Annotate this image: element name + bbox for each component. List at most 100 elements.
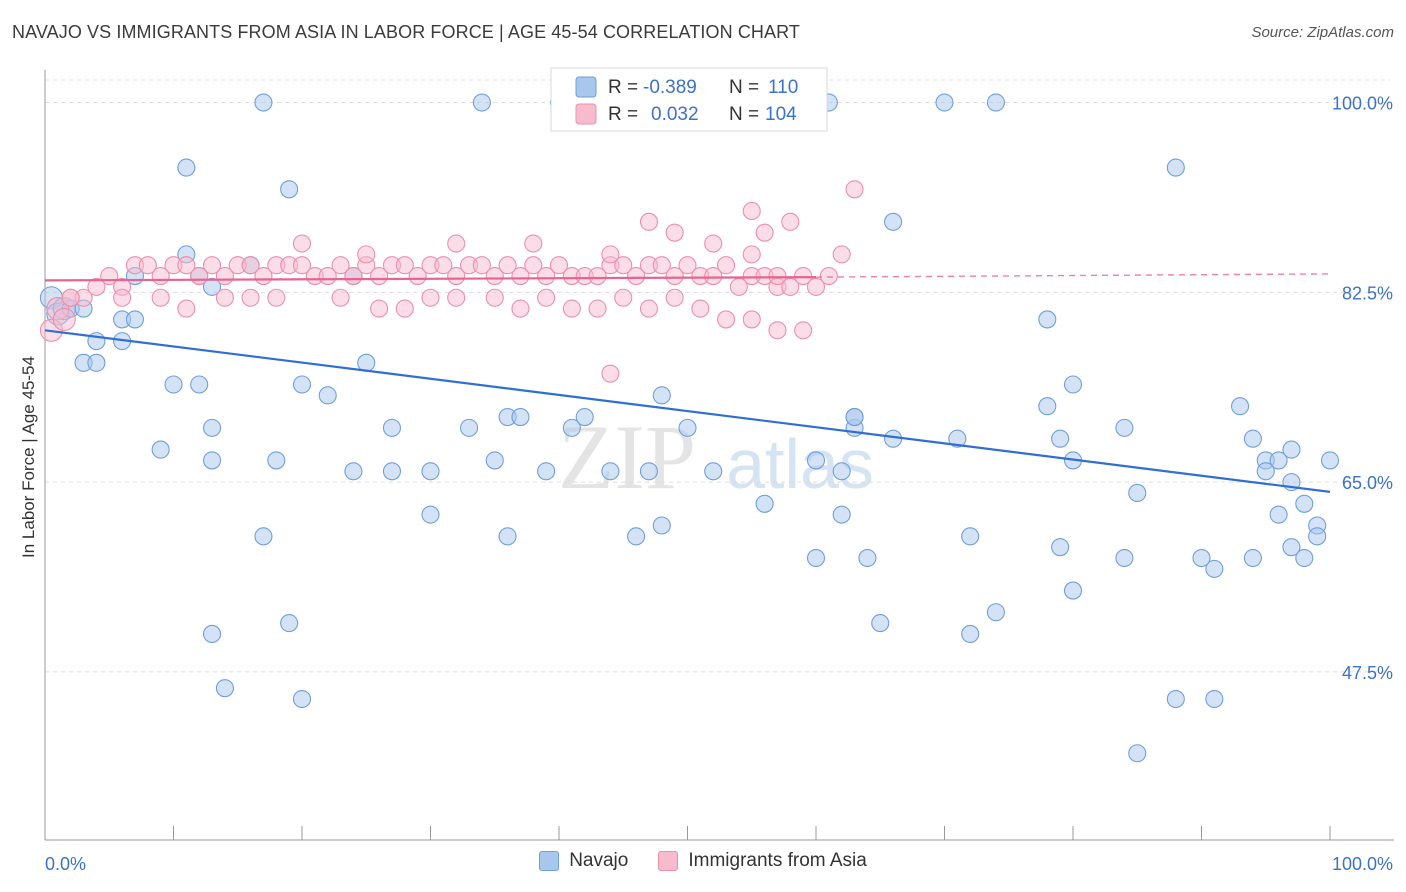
navajo-point <box>267 451 286 470</box>
navajo-point <box>382 462 402 481</box>
grid <box>45 79 1390 673</box>
legend-n-label: N = <box>729 104 759 125</box>
asia-point <box>203 256 222 275</box>
navajo-point <box>382 418 402 437</box>
asia-point <box>177 299 196 318</box>
asia-point <box>665 288 684 307</box>
navajo-point <box>562 418 581 437</box>
asia-point <box>357 245 376 264</box>
asia-trend-line <box>44 276 817 282</box>
navajo-point <box>832 462 851 481</box>
navajo-point <box>1205 689 1224 709</box>
bottom-legend: Navajo Immigrants from Asia <box>0 850 1406 872</box>
navajo-point <box>1115 418 1134 437</box>
navajo-point <box>639 462 659 481</box>
navajo-point <box>537 462 556 481</box>
y-axis-label: In Labor Force | Age 45-54 <box>19 356 38 558</box>
asia-point <box>151 288 170 307</box>
navajo-point <box>292 375 312 394</box>
asia-point <box>138 256 157 275</box>
asia-point <box>742 201 761 221</box>
legend-r-value: -0.389 <box>643 77 697 98</box>
y-tick-label: 82.5% <box>1342 283 1393 303</box>
asia-point <box>614 288 633 307</box>
asia-point <box>832 245 851 264</box>
navajo-point <box>421 505 440 524</box>
legend-swatch-blue <box>575 76 597 98</box>
asia-point <box>588 299 607 318</box>
asia-point <box>447 267 466 286</box>
navajo-point <box>1282 538 1301 557</box>
navajo-point <box>1128 483 1147 503</box>
navajo-point <box>1166 689 1185 709</box>
asia-point <box>716 310 736 329</box>
asia-point <box>627 267 646 286</box>
asia-point <box>601 245 620 264</box>
source-label: Source: ZipAtlas.com <box>1251 24 1394 41</box>
navajo-point <box>832 505 851 524</box>
navajo-point <box>1243 429 1262 448</box>
watermark: ZIP atlas <box>558 406 874 508</box>
navajo-point <box>961 527 980 546</box>
navajo-point <box>845 407 864 427</box>
navajo-point <box>575 407 594 427</box>
navajo-point <box>203 624 222 643</box>
trend-lines <box>44 273 1331 493</box>
navajo-point <box>1051 538 1070 557</box>
legend-item-asia: Immigrants from Asia <box>658 850 867 872</box>
navajo-point <box>1192 548 1211 568</box>
chart-title: NAVAJO VS IMMIGRANTS FROM ASIA IN LABOR … <box>12 22 800 42</box>
asia-point <box>52 307 76 331</box>
navajo-point <box>871 614 890 633</box>
navajo-point <box>652 386 671 405</box>
navajo-point <box>806 548 826 568</box>
asia-point <box>781 212 800 231</box>
x-tick-label: 100.0% <box>1332 854 1393 874</box>
asia-point <box>215 288 234 307</box>
legend-item-navajo: Navajo <box>539 850 628 872</box>
asia-point <box>704 267 723 286</box>
navajo-point <box>986 93 1005 112</box>
asia-point <box>716 256 736 275</box>
asia-trend-line-extrapolated <box>815 273 1331 278</box>
asia-point <box>601 364 620 383</box>
asia-point <box>781 277 800 296</box>
asia-point <box>485 288 504 307</box>
asia-point <box>562 299 581 318</box>
asia-point <box>331 288 350 307</box>
legend-box: R = -0.389 N = 110 R = 0.032 N = 104 <box>550 67 828 132</box>
navajo-point <box>948 429 967 448</box>
navajo-point <box>254 93 273 112</box>
asia-point <box>370 299 389 318</box>
asia-point <box>742 310 761 329</box>
navajo-point <box>1128 744 1147 763</box>
legend-r-value: 0.032 <box>651 104 699 125</box>
asia-point <box>113 288 132 307</box>
legend-swatch-navajo <box>539 851 560 871</box>
navajo-point <box>292 689 312 709</box>
legend-r-label: R = <box>608 104 638 125</box>
asia-point <box>408 267 427 286</box>
navajo-point <box>177 158 196 177</box>
navajo-point <box>627 527 646 546</box>
asia-point <box>524 234 543 253</box>
asia-point <box>370 267 389 286</box>
navajo-point <box>858 548 877 568</box>
asia-point <box>447 234 466 253</box>
asia-point <box>292 234 312 253</box>
asia-point <box>537 267 556 286</box>
navajo-point <box>704 462 723 481</box>
legend-n-label: N = <box>729 77 759 98</box>
asia-point <box>819 267 838 286</box>
navajo-point <box>1256 462 1275 481</box>
legend-n-value: 104 <box>765 104 797 125</box>
navajo-point <box>344 462 363 481</box>
legend-label-navajo: Navajo <box>569 850 629 871</box>
legend-n-value: 110 <box>768 77 798 98</box>
asia-point <box>61 288 80 307</box>
asia-point <box>537 288 556 307</box>
navajo-point <box>498 527 517 546</box>
asia-point <box>434 256 453 275</box>
navajo-point <box>652 516 671 535</box>
navajo-point <box>87 353 106 372</box>
